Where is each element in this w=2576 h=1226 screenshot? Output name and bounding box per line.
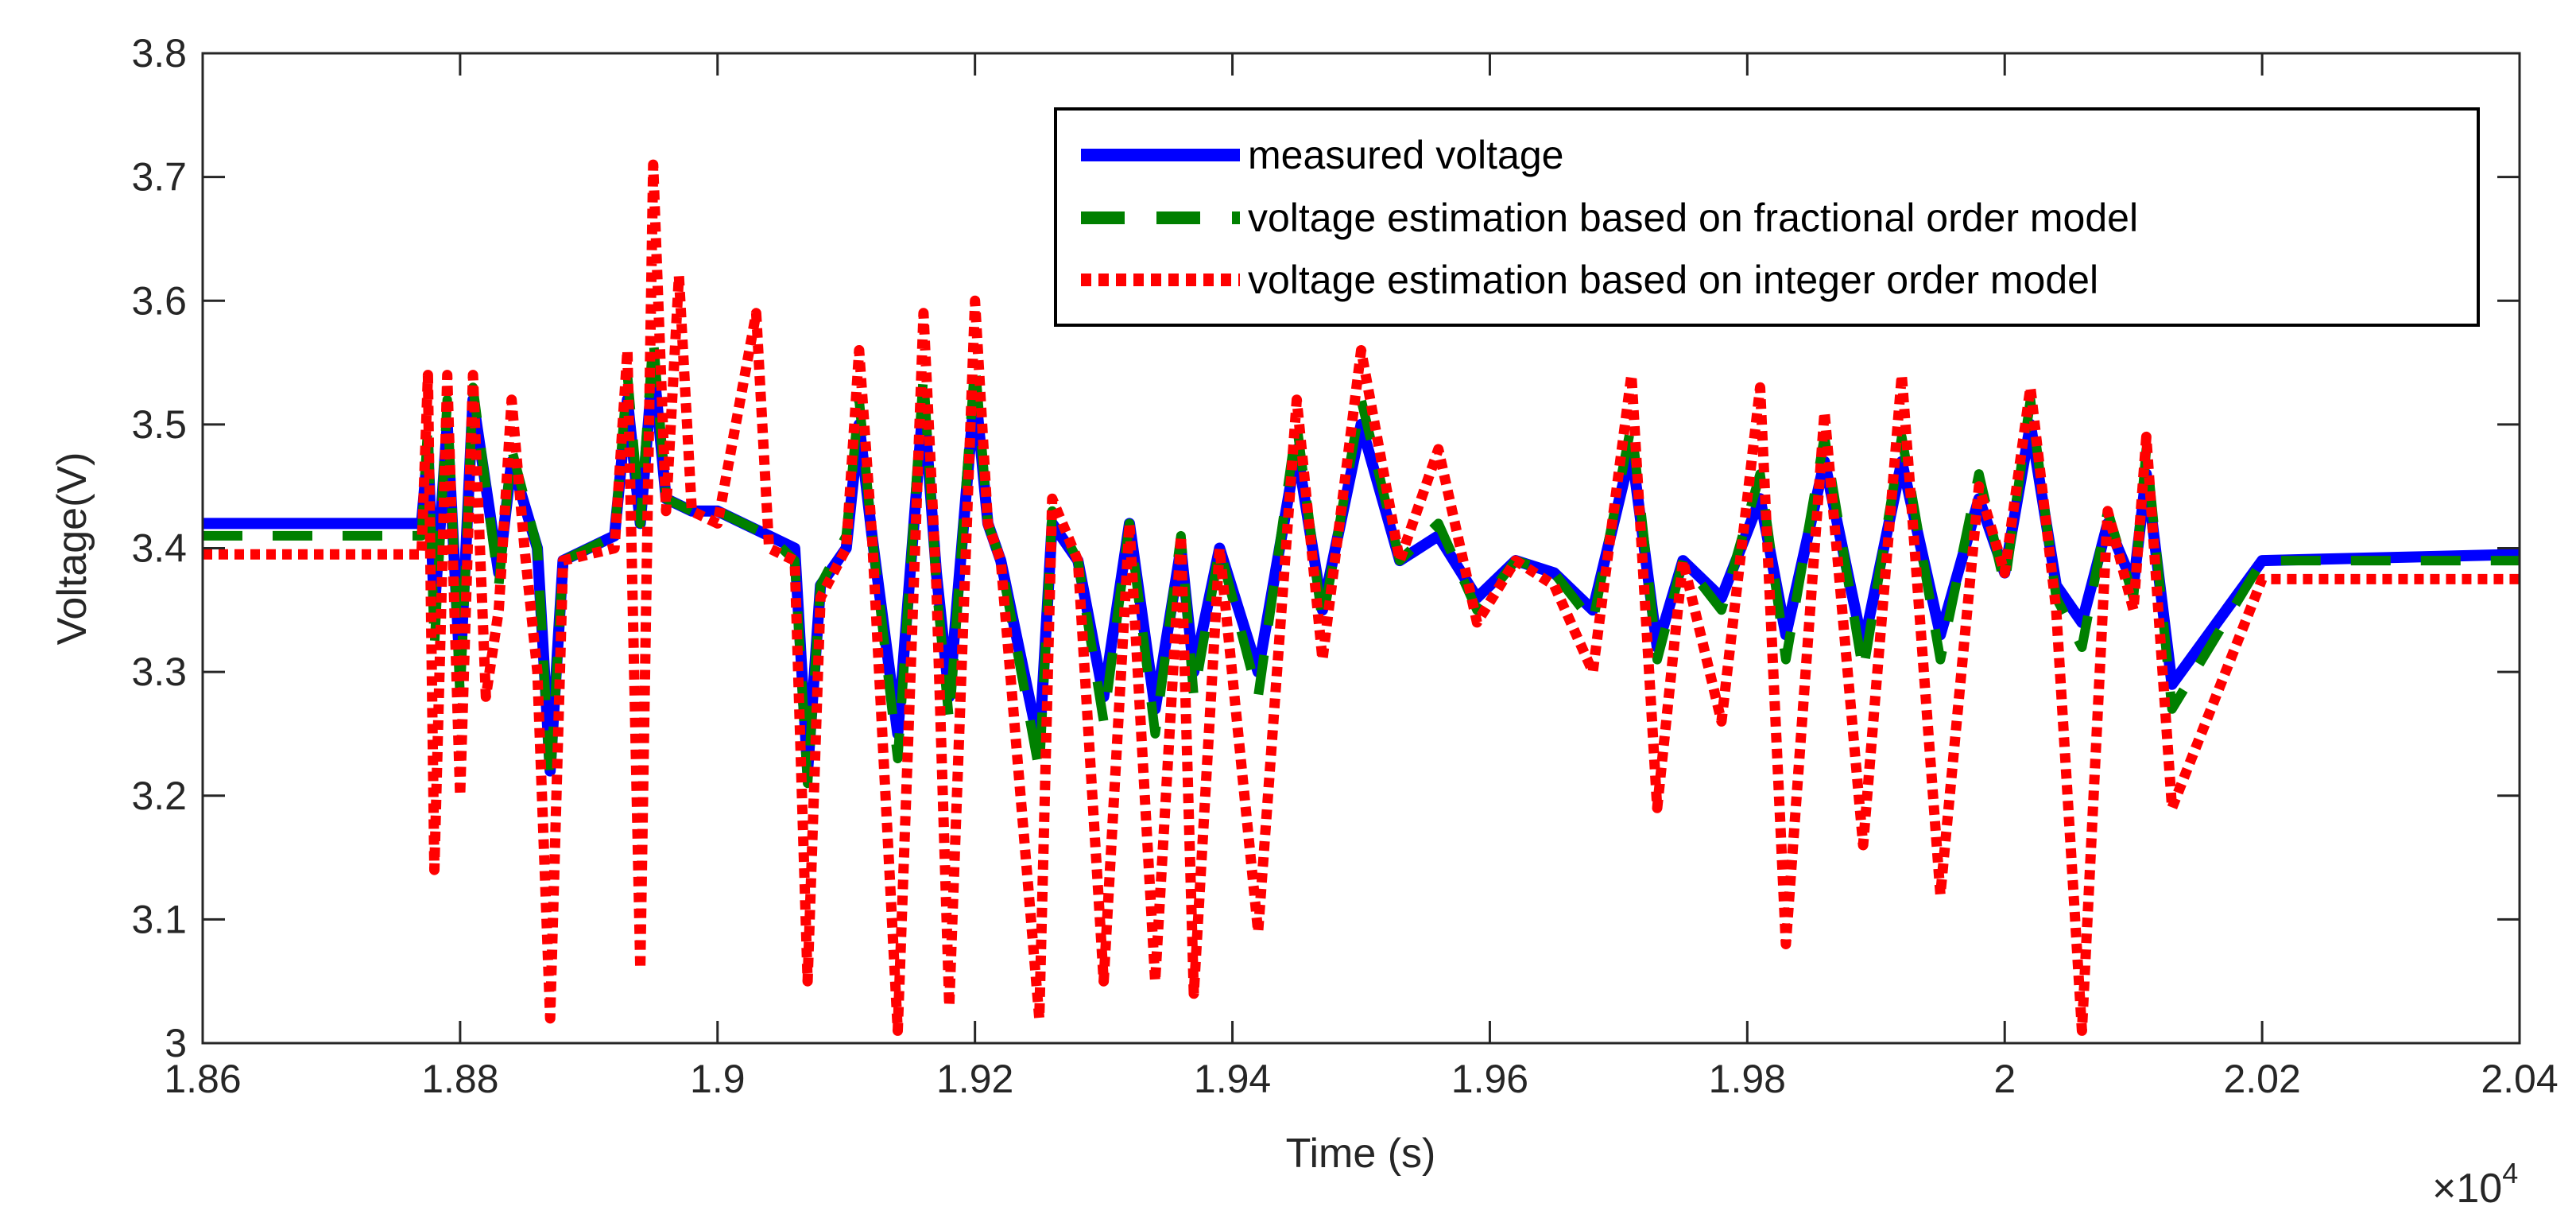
y-tick-label: 3.3 <box>131 650 187 694</box>
legend-label-fractional: voltage estimation based on fractional o… <box>1248 196 2138 240</box>
x-tick-label: 1.9 <box>690 1057 746 1101</box>
legend-box <box>1054 107 2480 327</box>
x-tick-label: 1.92 <box>936 1057 1013 1101</box>
x-tick-label: 1.86 <box>164 1057 241 1101</box>
x-axis-label: Time (s) <box>1286 1131 1436 1177</box>
y-tick-label: 3.6 <box>131 278 187 323</box>
y-tick-label: 3.8 <box>131 31 187 76</box>
x-tick-label: 2.02 <box>2223 1057 2300 1101</box>
series-line-dotted <box>203 159 2520 1036</box>
x-tick-label: 2.04 <box>2481 1057 2558 1101</box>
legend: measured voltage voltage estimation base… <box>1054 107 2480 327</box>
y-tick-label: 3.1 <box>131 897 187 941</box>
x-exponent-power: 4 <box>2502 1157 2518 1189</box>
y-tick-label: 3.7 <box>131 155 187 200</box>
x-tick-label: 1.94 <box>1194 1057 1271 1101</box>
y-axis-label: Voltage(V) <box>49 452 95 646</box>
y-tick-label: 3.4 <box>131 526 187 571</box>
legend-label-integer: voltage estimation based on integer orde… <box>1248 258 2098 302</box>
tick-layer: 1.86 1.88 1.9 1.92 1.94 1.96 1.98 2 2.02 2.04 3 3.1… <box>131 31 2558 1101</box>
series-layer <box>203 159 2520 1036</box>
series-line-dashed <box>203 332 2520 789</box>
x-tick-label: 2 <box>1993 1057 2016 1101</box>
x-tick-label: 1.98 <box>1709 1057 1786 1101</box>
x-tick-label: 1.96 <box>1451 1057 1528 1101</box>
y-tick-label: 3.2 <box>131 774 187 818</box>
x-exponent-label: ×104 <box>2432 1157 2518 1212</box>
y-tick-label: 3.5 <box>131 402 187 447</box>
x-exponent-base: ×10 <box>2432 1166 2502 1212</box>
y-tick-label: 3 <box>165 1021 187 1065</box>
x-tick-label: 1.88 <box>421 1057 498 1101</box>
legend-label-measured: measured voltage <box>1248 133 1563 177</box>
